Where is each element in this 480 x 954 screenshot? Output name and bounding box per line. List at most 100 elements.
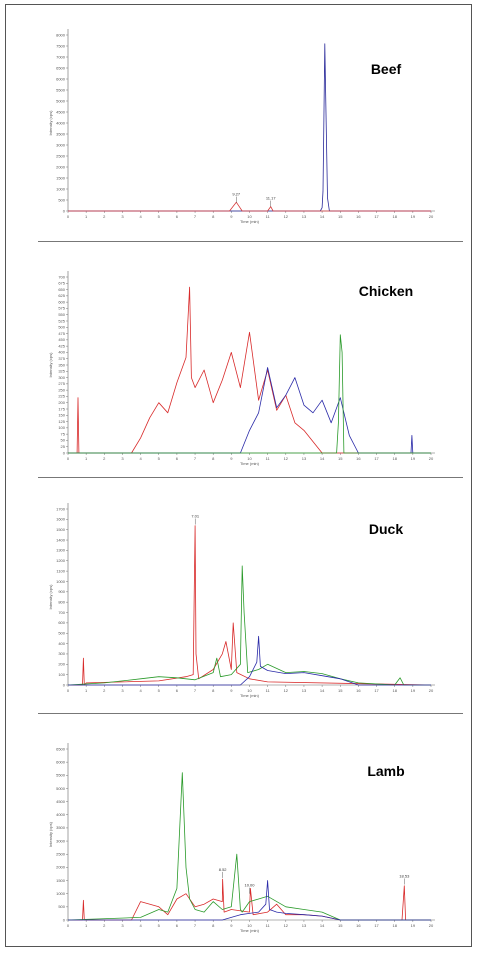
x-tick-label: 13 [302,456,307,461]
peak-label: 8.52 [219,867,228,872]
x-tick-label: 14 [320,456,325,461]
x-tick-label: 20 [429,923,434,928]
y-tick-label: 3500 [56,131,66,136]
x-tick-label: 0 [67,688,70,693]
series-line-3 [68,635,431,686]
y-tick-label: 300 [58,651,65,656]
y-tick-label: 475 [58,331,65,336]
x-tick-label: 0 [67,456,70,461]
y-tick-label: 600 [58,620,65,625]
y-tick-label: 500 [58,325,65,330]
y-tick-label: 100 [58,425,65,430]
x-tick-label: 2 [103,923,106,928]
y-tick-label: 6000 [56,759,66,764]
x-tick-label: 4 [139,923,142,928]
y-tick-label: 125 [58,419,65,424]
x-tick-label: 11 [266,688,271,693]
series-line-2 [67,565,431,686]
x-tick-label: 1 [85,214,88,219]
y-tick-label: 25 [61,444,66,449]
x-tick-label: 19 [411,923,416,928]
x-tick-label: 5 [158,923,161,928]
x-tick-label: 6 [176,456,179,461]
y-tick-label: 0 [63,450,66,455]
series-line-3 [68,880,431,921]
x-tick-label: 0 [67,214,70,219]
y-tick-label: 0 [63,208,66,213]
y-tick-label: 150 [58,413,65,418]
panel-divider [38,477,463,478]
x-tick-label: 4 [139,456,142,461]
series-line-1 [68,525,432,686]
x-tick-label: 12 [284,456,289,461]
y-axis-label: Intensity (cps) [48,352,53,378]
y-tick-label: 1100 [56,568,65,573]
y-tick-label: 8000 [56,32,66,37]
y-tick-label: 5500 [56,773,66,778]
y-tick-label: 5500 [56,87,66,92]
chart-panel-chicken: 0 25 50 75 100 125 150 175 200 225 250 275 300 325 350… [6,241,471,477]
y-tick-label: 1000 [56,891,66,896]
y-tick-label: 800 [58,599,65,604]
panel-divider [38,241,463,242]
chart-title: Beef [371,61,402,77]
y-tick-label: 4500 [56,799,66,804]
y-tick-label: 1700 [56,506,66,511]
x-tick-label: 5 [158,688,161,693]
x-tick-label: 7 [194,456,197,461]
y-tick-label: 575 [58,306,65,311]
x-tick-label: 20 [429,456,434,461]
y-tick-label: 1500 [56,175,66,180]
y-tick-label: 7000 [56,54,66,59]
y-tick-label: 50 [61,438,66,443]
y-tick-label: 400 [58,350,65,355]
x-tick-label: 2 [103,456,106,461]
x-tick-label: 13 [302,923,307,928]
x-axis-label: Time (min) [240,219,260,224]
x-tick-label: 6 [176,923,179,928]
x-tick-label: 2 [103,688,106,693]
x-tick-label: 15 [338,688,343,693]
y-tick-label: 175 [58,406,65,411]
x-tick-label: 7 [194,688,197,693]
y-tick-label: 7500 [56,43,66,48]
y-tick-label: 0 [63,682,66,687]
y-tick-label: 0 [63,917,66,922]
x-tick-label: 10 [247,456,252,461]
y-tick-label: 1200 [56,558,66,563]
x-tick-label: 3 [121,214,124,219]
x-tick-label: 20 [429,214,434,219]
x-tick-label: 17 [374,456,379,461]
y-tick-label: 500 [58,197,65,202]
chart-panel-duck: 0 100 200 300 400 500 600 700 800 900 1000 1100 1200… [6,477,471,713]
x-tick-label: 9 [230,688,233,693]
x-tick-label: 19 [411,214,416,219]
y-tick-label: 350 [58,362,65,367]
x-tick-label: 1 [85,923,88,928]
y-tick-label: 700 [58,274,65,279]
x-tick-label: 10 [247,688,252,693]
y-tick-label: 5000 [56,98,66,103]
y-tick-label: 75 [61,431,66,436]
x-tick-label: 20 [429,688,434,693]
peak-label: 18.53 [399,873,410,878]
y-tick-label: 425 [58,343,65,348]
y-tick-label: 550 [58,312,65,317]
y-tick-label: 4000 [56,812,66,817]
y-tick-label: 3500 [56,825,66,830]
y-tick-label: 525 [58,318,65,323]
peak-label: 7.01 [191,514,200,519]
chart-title: Lamb [367,763,404,779]
series-line-2 [68,201,431,212]
series-line-2 [68,367,431,454]
x-tick-label: 15 [338,456,343,461]
y-tick-label: 200 [58,662,65,667]
peak-label: 11.17 [266,196,276,201]
y-tick-label: 375 [58,356,65,361]
series-line-2 [67,772,431,921]
y-tick-label: 500 [58,904,65,909]
y-tick-label: 400 [58,641,65,646]
y-tick-label: 700 [58,610,65,615]
x-tick-label: 4 [139,214,142,219]
x-tick-label: 16 [356,688,361,693]
